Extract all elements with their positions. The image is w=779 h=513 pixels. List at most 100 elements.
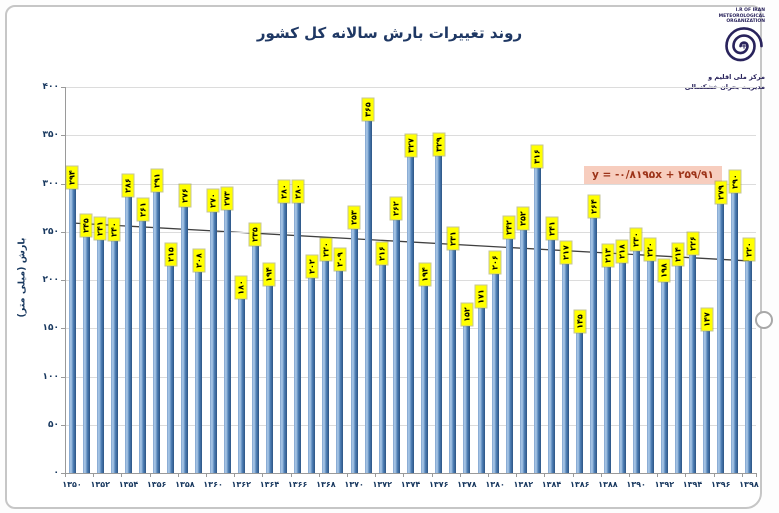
bar <box>717 203 725 473</box>
y-tick-label: ۰ <box>53 468 60 478</box>
bar <box>308 278 316 473</box>
org-name-line: ORGANIZATION <box>726 19 765 24</box>
y-tick-mark <box>61 183 65 185</box>
x-tick-label: ۱۳۹۲ <box>654 480 675 489</box>
bar <box>294 202 302 473</box>
bar-value-label: ۲۹۴ <box>66 166 78 189</box>
bar <box>731 193 739 473</box>
y-tick-mark <box>61 135 65 137</box>
bar <box>618 262 626 473</box>
x-tick-label: ۱۳۹۰ <box>626 480 646 489</box>
bar <box>251 246 259 473</box>
bar-value-label: ۲۰۶ <box>489 251 501 274</box>
x-tick-mark <box>544 473 546 477</box>
bar <box>491 274 499 473</box>
bar <box>604 267 612 473</box>
bar-value-label: ۲۹۱ <box>151 169 163 192</box>
bar <box>548 240 556 473</box>
bar-value-label: ۲۲۶ <box>687 232 699 255</box>
bar-value-label: ۲۶۱ <box>137 198 149 221</box>
x-tick-mark <box>756 473 757 477</box>
bar-value-label: ۳۲۹ <box>433 133 445 155</box>
bar-value-label: ۲۱۳ <box>602 244 614 267</box>
bar <box>265 285 273 473</box>
y-tick-label: ۲۰۰ <box>42 275 59 285</box>
bar-value-label: ۲۴۰ <box>108 218 120 241</box>
x-tick-mark <box>262 473 264 477</box>
bar <box>407 157 414 473</box>
bar <box>576 333 584 473</box>
x-tick-label: ۱۳۸۶ <box>569 480 590 489</box>
y-tick-label: ۱۰۰ <box>42 371 59 382</box>
y-tick-mark <box>61 424 65 426</box>
x-tick-label: ۱۳۷۰ <box>344 480 364 489</box>
x-tick-mark <box>206 473 208 477</box>
bar-value-label: ۲۹۰ <box>729 170 741 193</box>
x-tick-label: ۱۳۶۴ <box>259 480 280 489</box>
gridline <box>65 87 756 88</box>
x-tick-mark <box>65 473 66 477</box>
bar-value-label: ۲۱۶ <box>376 242 388 265</box>
x-tick-label: ۱۳۸۰ <box>485 480 505 489</box>
bar <box>519 229 527 473</box>
bar <box>392 220 400 473</box>
bar <box>195 272 203 473</box>
bar <box>181 206 189 473</box>
bar <box>124 197 132 473</box>
x-tick-label: ۱۳۷۸ <box>457 480 477 489</box>
x-tick-mark <box>572 473 574 477</box>
x-tick-mark <box>713 473 715 477</box>
bar-value-label: ۲۴۵ <box>80 214 92 237</box>
bar <box>223 209 231 473</box>
bar <box>167 265 175 473</box>
bar <box>280 202 288 473</box>
bar-value-label: ۲۴۲ <box>503 216 515 239</box>
bar <box>674 266 682 473</box>
bar-value-label: ۲۷۶ <box>179 184 191 207</box>
x-tick-label: ۱۳۹۴ <box>682 480 703 489</box>
y-tick-label: ۴۰۰ <box>42 82 59 92</box>
x-tick-mark <box>657 473 659 477</box>
bar-value-label: ۱۸۰ <box>235 276 247 299</box>
bar-value-label: ۱۷۱ <box>475 285 487 308</box>
x-tick-label: ۱۳۵۰ <box>62 480 82 489</box>
bar-value-label: ۳۶۵ <box>362 98 374 121</box>
bar-value-label: ۱۴۵ <box>574 310 586 333</box>
bar-value-label: ۲۸۰ <box>292 180 304 203</box>
resize-handle-icon[interactable] <box>755 311 773 329</box>
bar-value-label: ۲۱۸ <box>616 240 628 263</box>
y-tick-mark <box>61 473 65 474</box>
bar <box>703 331 711 473</box>
bar-value-label: ۲۰۸ <box>193 249 205 272</box>
y-tick-mark <box>61 376 65 378</box>
bar <box>435 155 443 473</box>
bar <box>350 228 358 473</box>
x-tick-label: ۱۳۹۶ <box>710 480 731 489</box>
bar-value-label: ۲۵۲ <box>517 207 529 230</box>
x-tick-label: ۱۳۶۰ <box>203 480 223 489</box>
org-name-line: METEOROLOGICAL <box>718 13 765 19</box>
y-tick-label: ۳۰۰ <box>42 178 59 189</box>
x-tick-mark <box>431 473 433 477</box>
bar-value-label: ۲۱۷ <box>560 241 572 264</box>
bar-value-label: ۲۱۴ <box>672 243 684 266</box>
bar-value-label: ۲۱۵ <box>165 243 177 266</box>
x-tick-label: ۱۳۷۴ <box>400 480 421 489</box>
bar-value-label: ۲۳۰ <box>630 228 642 251</box>
x-tick-label: ۱۳۶۲ <box>231 480 252 489</box>
x-tick-mark <box>177 473 179 477</box>
bar-value-label: ۱۹۴ <box>419 263 431 286</box>
x-axis-line <box>65 473 756 474</box>
x-tick-mark <box>149 473 151 477</box>
bar-value-label: ۲۷۳ <box>221 187 233 210</box>
bar <box>463 326 471 473</box>
bar <box>632 251 640 473</box>
bar-value-label: ۲۴۱ <box>94 217 106 240</box>
bar-value-label: ۱۵۲ <box>461 303 473 326</box>
bar <box>237 299 245 473</box>
bar <box>139 221 147 473</box>
x-tick-label: ۱۳۵۸ <box>175 480 195 489</box>
bar <box>745 260 753 473</box>
bar-value-label: ۳۱۶ <box>531 145 543 168</box>
